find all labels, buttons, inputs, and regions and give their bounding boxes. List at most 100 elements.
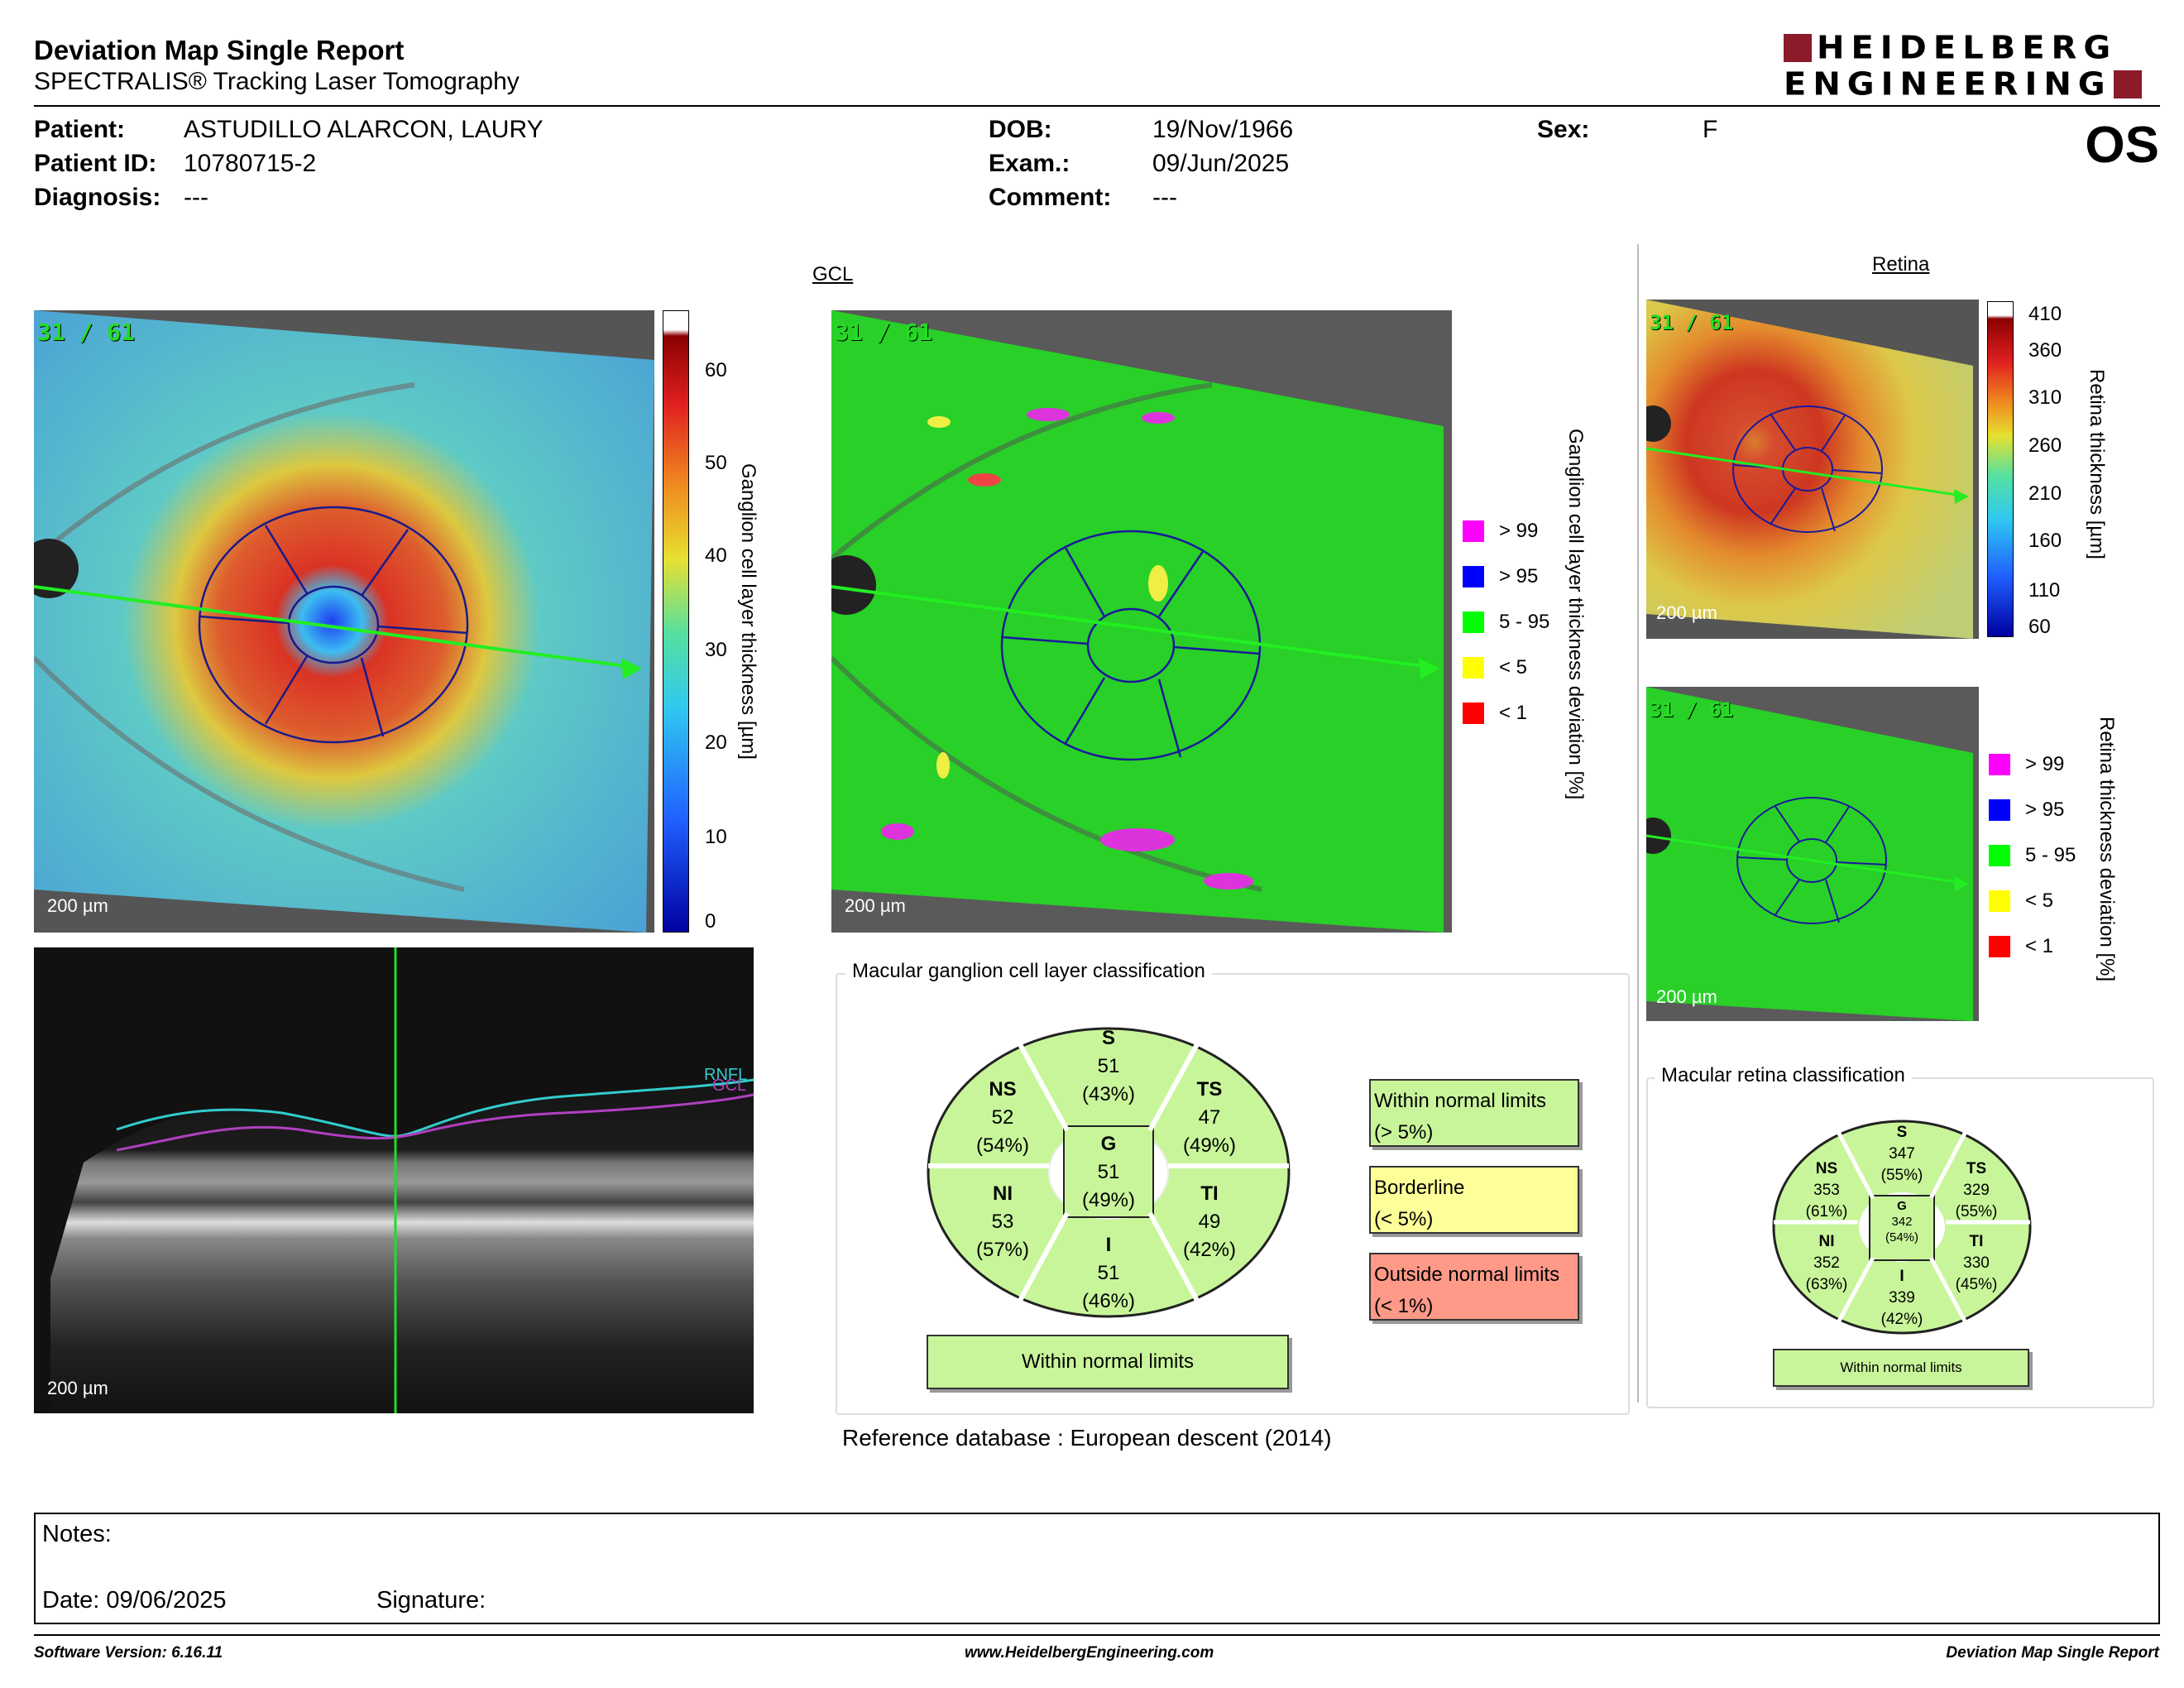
retina-sector-chart	[1770, 1117, 2033, 1337]
footer-divider	[34, 1634, 2160, 1636]
gcl-legend-item: 5 - 95	[1463, 611, 1549, 634]
gcl-thickness-map: 31 / 61 200 µm	[34, 310, 654, 933]
patient-label: Patient:	[34, 116, 126, 143]
gcl-thickness-map-image	[34, 310, 654, 933]
retina-result-badge: Within normal limits	[1773, 1349, 2029, 1387]
retina-scan-tag: 31 / 61	[1650, 311, 1734, 334]
gcl-thickness-colorbar	[663, 310, 689, 933]
retina-cb-tick: 110	[2028, 579, 2061, 602]
legend-swatch	[1989, 845, 2010, 866]
legend-swatch	[1463, 657, 1484, 679]
oct-bscan-image	[34, 947, 754, 1413]
retina-cb-tick: 60	[2028, 616, 2051, 638]
comment-value: ---	[1152, 184, 1177, 211]
gcl-sector-diagram	[927, 1027, 1291, 1318]
retina-sector-ni: NI 352 (63%)	[1805, 1233, 1848, 1293]
gcl-dev-scan-tag: 31 / 61	[835, 319, 933, 346]
gcl-classification-panel	[836, 973, 1630, 1415]
retina-sector-diagram	[1772, 1120, 2032, 1335]
retina-deviation-map: 31 / 61 200 µm	[1646, 687, 1979, 1021]
oct-bscan: RNFL GCL 200 µm	[34, 947, 754, 1413]
gcl-deviation-map: 31 / 61 200 µm	[831, 310, 1452, 933]
retina-cb-tick: 160	[2028, 530, 2062, 552]
gcl-sector-ts: TS 47 (49%)	[1182, 1078, 1237, 1157]
gcl-sector-chart	[925, 1024, 1292, 1321]
legend-outside-normal: Outside normal limits (< 1%)	[1369, 1253, 1579, 1321]
rnfl-layer-label: RNFL	[704, 1066, 748, 1084]
gcl-cb-tick: 40	[705, 544, 727, 567]
report-subtitle: SPECTRALIS® Tracking Laser Tomography	[34, 68, 520, 95]
logo-square-icon	[2113, 70, 2142, 98]
gcl-section-title: GCL	[812, 263, 854, 285]
legend-swatch	[1989, 936, 2010, 957]
comment-label: Comment:	[989, 184, 1112, 211]
notes-label: Notes:	[42, 1521, 112, 1547]
retina-cb-tick: 310	[2028, 386, 2062, 409]
retina-legend-item: > 95	[1989, 798, 2064, 822]
logo-text-line2: ENGINEERING	[1784, 66, 2112, 103]
legend-label: < 5	[2025, 890, 2054, 912]
gcl-cb-tick: 20	[705, 731, 727, 754]
gcl-cb-tick: 60	[705, 359, 727, 381]
retina-deviation-map-image	[1646, 687, 1979, 1021]
gcl-scale-bar: 200 µm	[47, 895, 108, 916]
legend-swatch	[1463, 703, 1484, 724]
gcl-sector-g: G 51 (49%)	[1081, 1133, 1136, 1211]
company-website: www.HeidelbergEngineering.com	[965, 1644, 1214, 1662]
eye-indicator: OS	[2085, 117, 2159, 174]
gcl-deviation-map-image	[831, 310, 1452, 933]
patient-id: 10780715-2	[184, 150, 317, 177]
gcl-dev-scale-bar: 200 µm	[845, 895, 906, 916]
sex-label: Sex:	[1537, 116, 1590, 143]
gcl-result-badge: Within normal limits	[927, 1335, 1289, 1389]
legend-label: > 95	[1499, 565, 1539, 587]
legend-label: > 99	[1499, 520, 1539, 542]
patient-name: ASTUDILLO ALARCON, LAURY	[184, 116, 544, 143]
retina-cb-tick: 260	[2028, 434, 2062, 457]
gcl-sector-ns: NS 52 (54%)	[975, 1078, 1030, 1157]
gcl-legend-item: < 1	[1463, 702, 1527, 725]
retina-deviation-axis-label: Retina thickness deviation [%]	[2095, 717, 2118, 982]
retina-thickness-axis-label: Retina thickness [µm]	[2086, 369, 2108, 559]
section-divider	[1637, 244, 1639, 1403]
gcl-sector-ti: TI 49 (42%)	[1182, 1182, 1237, 1261]
retina-classification-title: Macular retina classification	[1655, 1064, 1912, 1087]
retina-sector-ns: NS 353 (61%)	[1805, 1160, 1848, 1220]
gcl-sector-i: I 51 (46%)	[1081, 1234, 1136, 1312]
retina-thickness-map-image	[1646, 300, 1979, 639]
notes-date: Date: 09/06/2025	[42, 1587, 227, 1614]
gcl-classification-title: Macular ganglion cell layer classificati…	[845, 960, 1212, 983]
retina-sector-g: G 342 (54%)	[1885, 1199, 1918, 1244]
report-type-footer: Deviation Map Single Report	[1946, 1644, 2159, 1662]
legend-label: > 95	[2025, 798, 2065, 821]
diagnosis-label: Diagnosis:	[34, 184, 161, 211]
legend-label: 5 - 95	[2025, 844, 2076, 866]
legend-label: < 1	[1499, 702, 1528, 724]
gcl-deviation-axis-label: Ganglion cell layer thickness deviation …	[1564, 429, 1587, 800]
dob-value: 19/Nov/1966	[1152, 116, 1294, 143]
retina-dev-scan-tag: 31 / 61	[1650, 698, 1734, 722]
legend-swatch	[1463, 611, 1484, 633]
gcl-legend-item: > 95	[1463, 565, 1538, 588]
legend-swatch	[1989, 799, 2010, 821]
gcl-cb-tick: 10	[705, 826, 727, 848]
report-title: Deviation Map Single Report	[34, 35, 405, 65]
legend-label: < 1	[2025, 935, 2054, 957]
retina-section-title: Retina	[1872, 253, 1930, 276]
retina-legend-item: 5 - 95	[1989, 844, 2076, 867]
software-version: Software Version: 6.16.11	[34, 1644, 223, 1662]
gcl-cb-tick: 30	[705, 639, 727, 661]
retina-cb-tick: 210	[2028, 482, 2062, 505]
legend-label: 5 - 95	[1499, 611, 1550, 633]
retina-thickness-colorbar	[1987, 301, 2014, 637]
legend-swatch	[1463, 520, 1484, 542]
retina-cb-tick: 360	[2028, 339, 2062, 362]
legend-swatch	[1989, 890, 2010, 912]
legend-borderline: Borderline (< 5%)	[1369, 1166, 1579, 1234]
gcl-legend-item: < 5	[1463, 656, 1527, 679]
exam-value: 09/Jun/2025	[1152, 150, 1290, 177]
retina-scale-bar: 200 µm	[1656, 602, 1717, 623]
gcl-cb-tick: 50	[705, 452, 727, 474]
retina-thickness-map: 31 / 61 200 µm	[1646, 300, 1979, 639]
legend-within-normal: Within normal limits (> 5%)	[1369, 1079, 1579, 1147]
